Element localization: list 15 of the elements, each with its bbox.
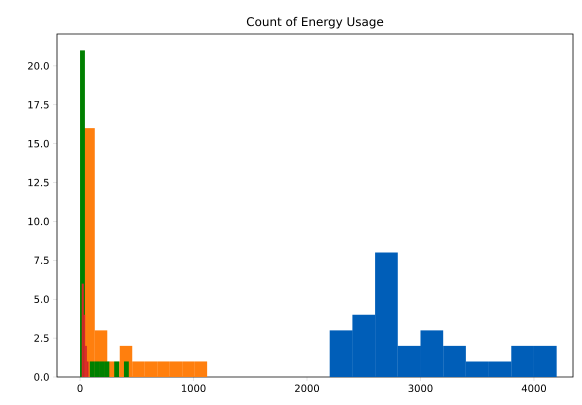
x-tick-label: 4000 <box>522 384 546 392</box>
x-tick-label: 2000 <box>295 384 320 392</box>
y-tick-label: 10.0 <box>28 218 49 226</box>
x-tick-label: 3000 <box>408 384 433 392</box>
y-tick-label: 2.5 <box>34 334 49 342</box>
x-tick-label: 1000 <box>182 384 206 392</box>
y-tick-label: 7.5 <box>34 256 49 264</box>
x-tick-label: 0 <box>78 384 83 392</box>
y-tick-label: 12.5 <box>28 178 49 186</box>
y-tick-label: 5.0 <box>34 295 49 303</box>
y-tick-label: 17.5 <box>28 101 49 108</box>
y-tick-label: 20.0 <box>28 62 49 70</box>
y-tick-label: 15.0 <box>28 140 49 148</box>
chart-title: Count of Energy Usage <box>246 16 384 28</box>
y-tick-label: 0.0 <box>34 373 49 381</box>
